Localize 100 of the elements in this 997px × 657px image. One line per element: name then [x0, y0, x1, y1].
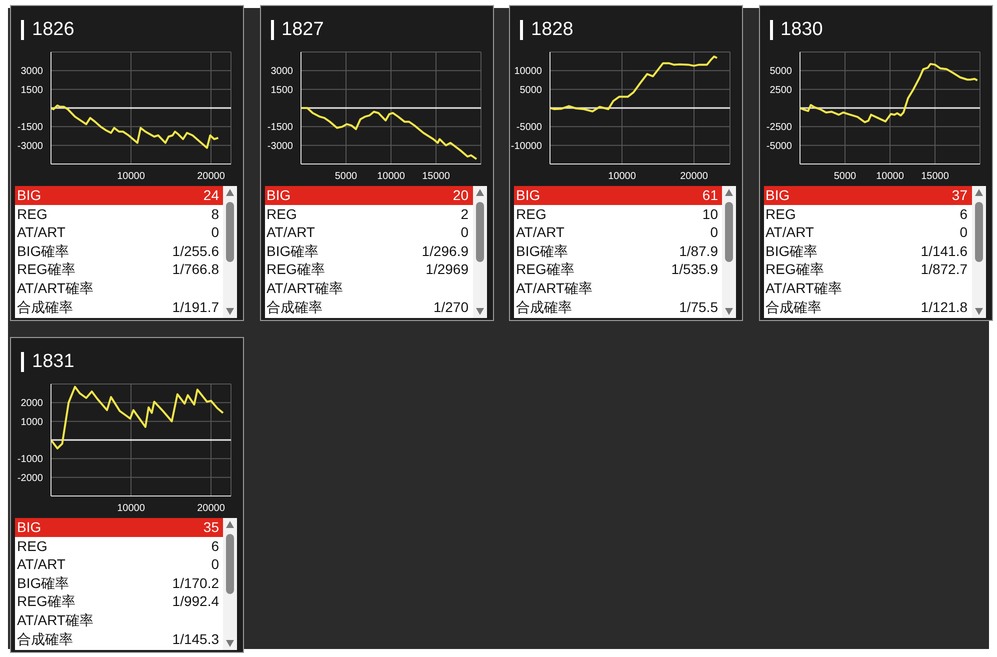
text: 1/145.3 [172, 630, 219, 648]
text: 1/191.7 [172, 298, 219, 316]
chart-title: 1831 [32, 351, 74, 373]
text: 1/121.8 [920, 298, 968, 316]
text: AT/ART [516, 223, 564, 242]
y-tick-label: -1000 [17, 454, 44, 466]
text: 35 [203, 518, 219, 537]
x-tick-label: 20000 [197, 171, 226, 182]
text: AT/ART [17, 555, 66, 574]
text: REG確率 [516, 260, 574, 279]
text: 合成確率 [266, 298, 322, 316]
text: 1/296.9 [422, 242, 468, 260]
text: 8 [211, 204, 219, 224]
text: BIG [516, 186, 540, 205]
x-tick-label: 10000 [608, 171, 636, 182]
y-tick-label: 3000 [20, 66, 44, 78]
x-tick-label: 15000 [920, 171, 949, 182]
text: REG確率 [766, 260, 824, 279]
x-tick-label: 10000 [876, 171, 904, 182]
text: 10 [702, 204, 718, 224]
text: AT/ART [766, 223, 814, 242]
text: REG [17, 536, 48, 556]
y-tick-label: 1500 [20, 84, 44, 96]
x-tick-label: 5000 [334, 171, 358, 182]
y-tick-label: 2000 [20, 398, 44, 410]
text: 2 [460, 204, 468, 224]
chart-title: 1830 [780, 19, 823, 41]
x-tick-label: 15000 [422, 171, 450, 182]
text: 1/255.6 [172, 242, 219, 260]
text: 61 [702, 186, 718, 205]
text: BIG [17, 186, 42, 205]
y-tick-label: -5000 [766, 140, 792, 152]
text: 1/75.5 [679, 298, 718, 316]
text: BIG [766, 186, 790, 205]
y-tick-label: -2500 [766, 122, 792, 134]
line-series [51, 104, 220, 149]
text: 合成確率 [766, 298, 822, 316]
x-tick-label: 10000 [117, 171, 146, 182]
text: 1/87.9 [679, 242, 718, 260]
y-tick-label: -5000 [516, 122, 542, 134]
line-series [550, 55, 718, 112]
text: 合成確率 [17, 298, 73, 316]
text: 1/992.4 [172, 592, 219, 611]
y-tick-label: -3000 [17, 140, 44, 152]
text: REG [17, 204, 48, 224]
text: BIG [17, 518, 42, 537]
y-tick-label: 5000 [769, 66, 792, 78]
line-series [800, 62, 978, 124]
text: REG [266, 204, 297, 224]
text: 0 [211, 555, 219, 574]
text: BIG確率 [766, 242, 818, 260]
text: AT/ART確率 [17, 278, 94, 298]
text: 0 [960, 223, 968, 242]
text: AT/ART確率 [17, 610, 94, 630]
line-series [51, 386, 224, 450]
y-tick-label: 2500 [769, 84, 792, 96]
text: BIG確率 [266, 242, 319, 260]
y-tick-label: -1500 [17, 122, 44, 134]
text: 1/270 [433, 298, 468, 316]
y-tick-label: -1500 [266, 122, 293, 134]
text: REG [766, 204, 796, 224]
y-tick-label: 1500 [270, 84, 293, 96]
text: 1/535.9 [671, 260, 718, 279]
y-tick-label: -3000 [266, 140, 293, 152]
text: AT/ART [266, 223, 315, 242]
text: AT/ART [17, 223, 66, 242]
y-tick-label: 5000 [520, 84, 542, 96]
text: 1/766.8 [172, 260, 219, 279]
text: 合成確率 [17, 630, 73, 648]
text: REG確率 [266, 260, 325, 279]
text: 1/2969 [426, 260, 468, 279]
x-tick-label: 20000 [680, 171, 708, 182]
y-tick-label: 1000 [20, 416, 44, 428]
text: 合成確率 [516, 298, 572, 316]
text: 1/141.6 [920, 242, 968, 260]
x-tick-label: 10000 [376, 171, 405, 182]
text: REG確率 [17, 260, 76, 279]
text: 0 [211, 223, 219, 242]
text: 6 [960, 204, 968, 224]
line-series [300, 107, 477, 160]
text: 0 [710, 223, 718, 242]
y-tick-label: -10000 [510, 140, 542, 152]
text: BIG確率 [17, 242, 70, 260]
x-tick-label: 5000 [833, 171, 856, 182]
chart-title: 1827 [282, 19, 324, 41]
text: 37 [952, 186, 968, 205]
x-tick-label: 20000 [197, 503, 226, 514]
text: 0 [460, 223, 468, 242]
y-tick-label: 3000 [270, 66, 293, 78]
text: 24 [203, 186, 219, 205]
text: 20 [452, 186, 468, 205]
text: AT/ART確率 [266, 278, 343, 298]
text: REG [516, 204, 546, 224]
text: 1/872.7 [920, 260, 968, 279]
text: 1/170.2 [172, 574, 219, 592]
text: AT/ART確率 [766, 278, 842, 298]
text: REG確率 [17, 592, 76, 611]
y-tick-label: -2000 [17, 472, 44, 484]
text: 6 [211, 536, 219, 556]
text: BIG確率 [516, 242, 568, 260]
